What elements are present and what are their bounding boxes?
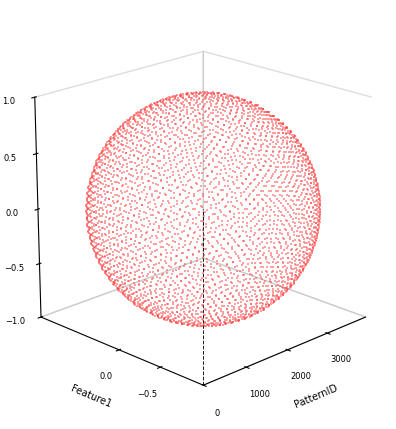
X-axis label: PatternID: PatternID bbox=[292, 383, 339, 410]
Y-axis label: Feature1: Feature1 bbox=[69, 384, 113, 410]
